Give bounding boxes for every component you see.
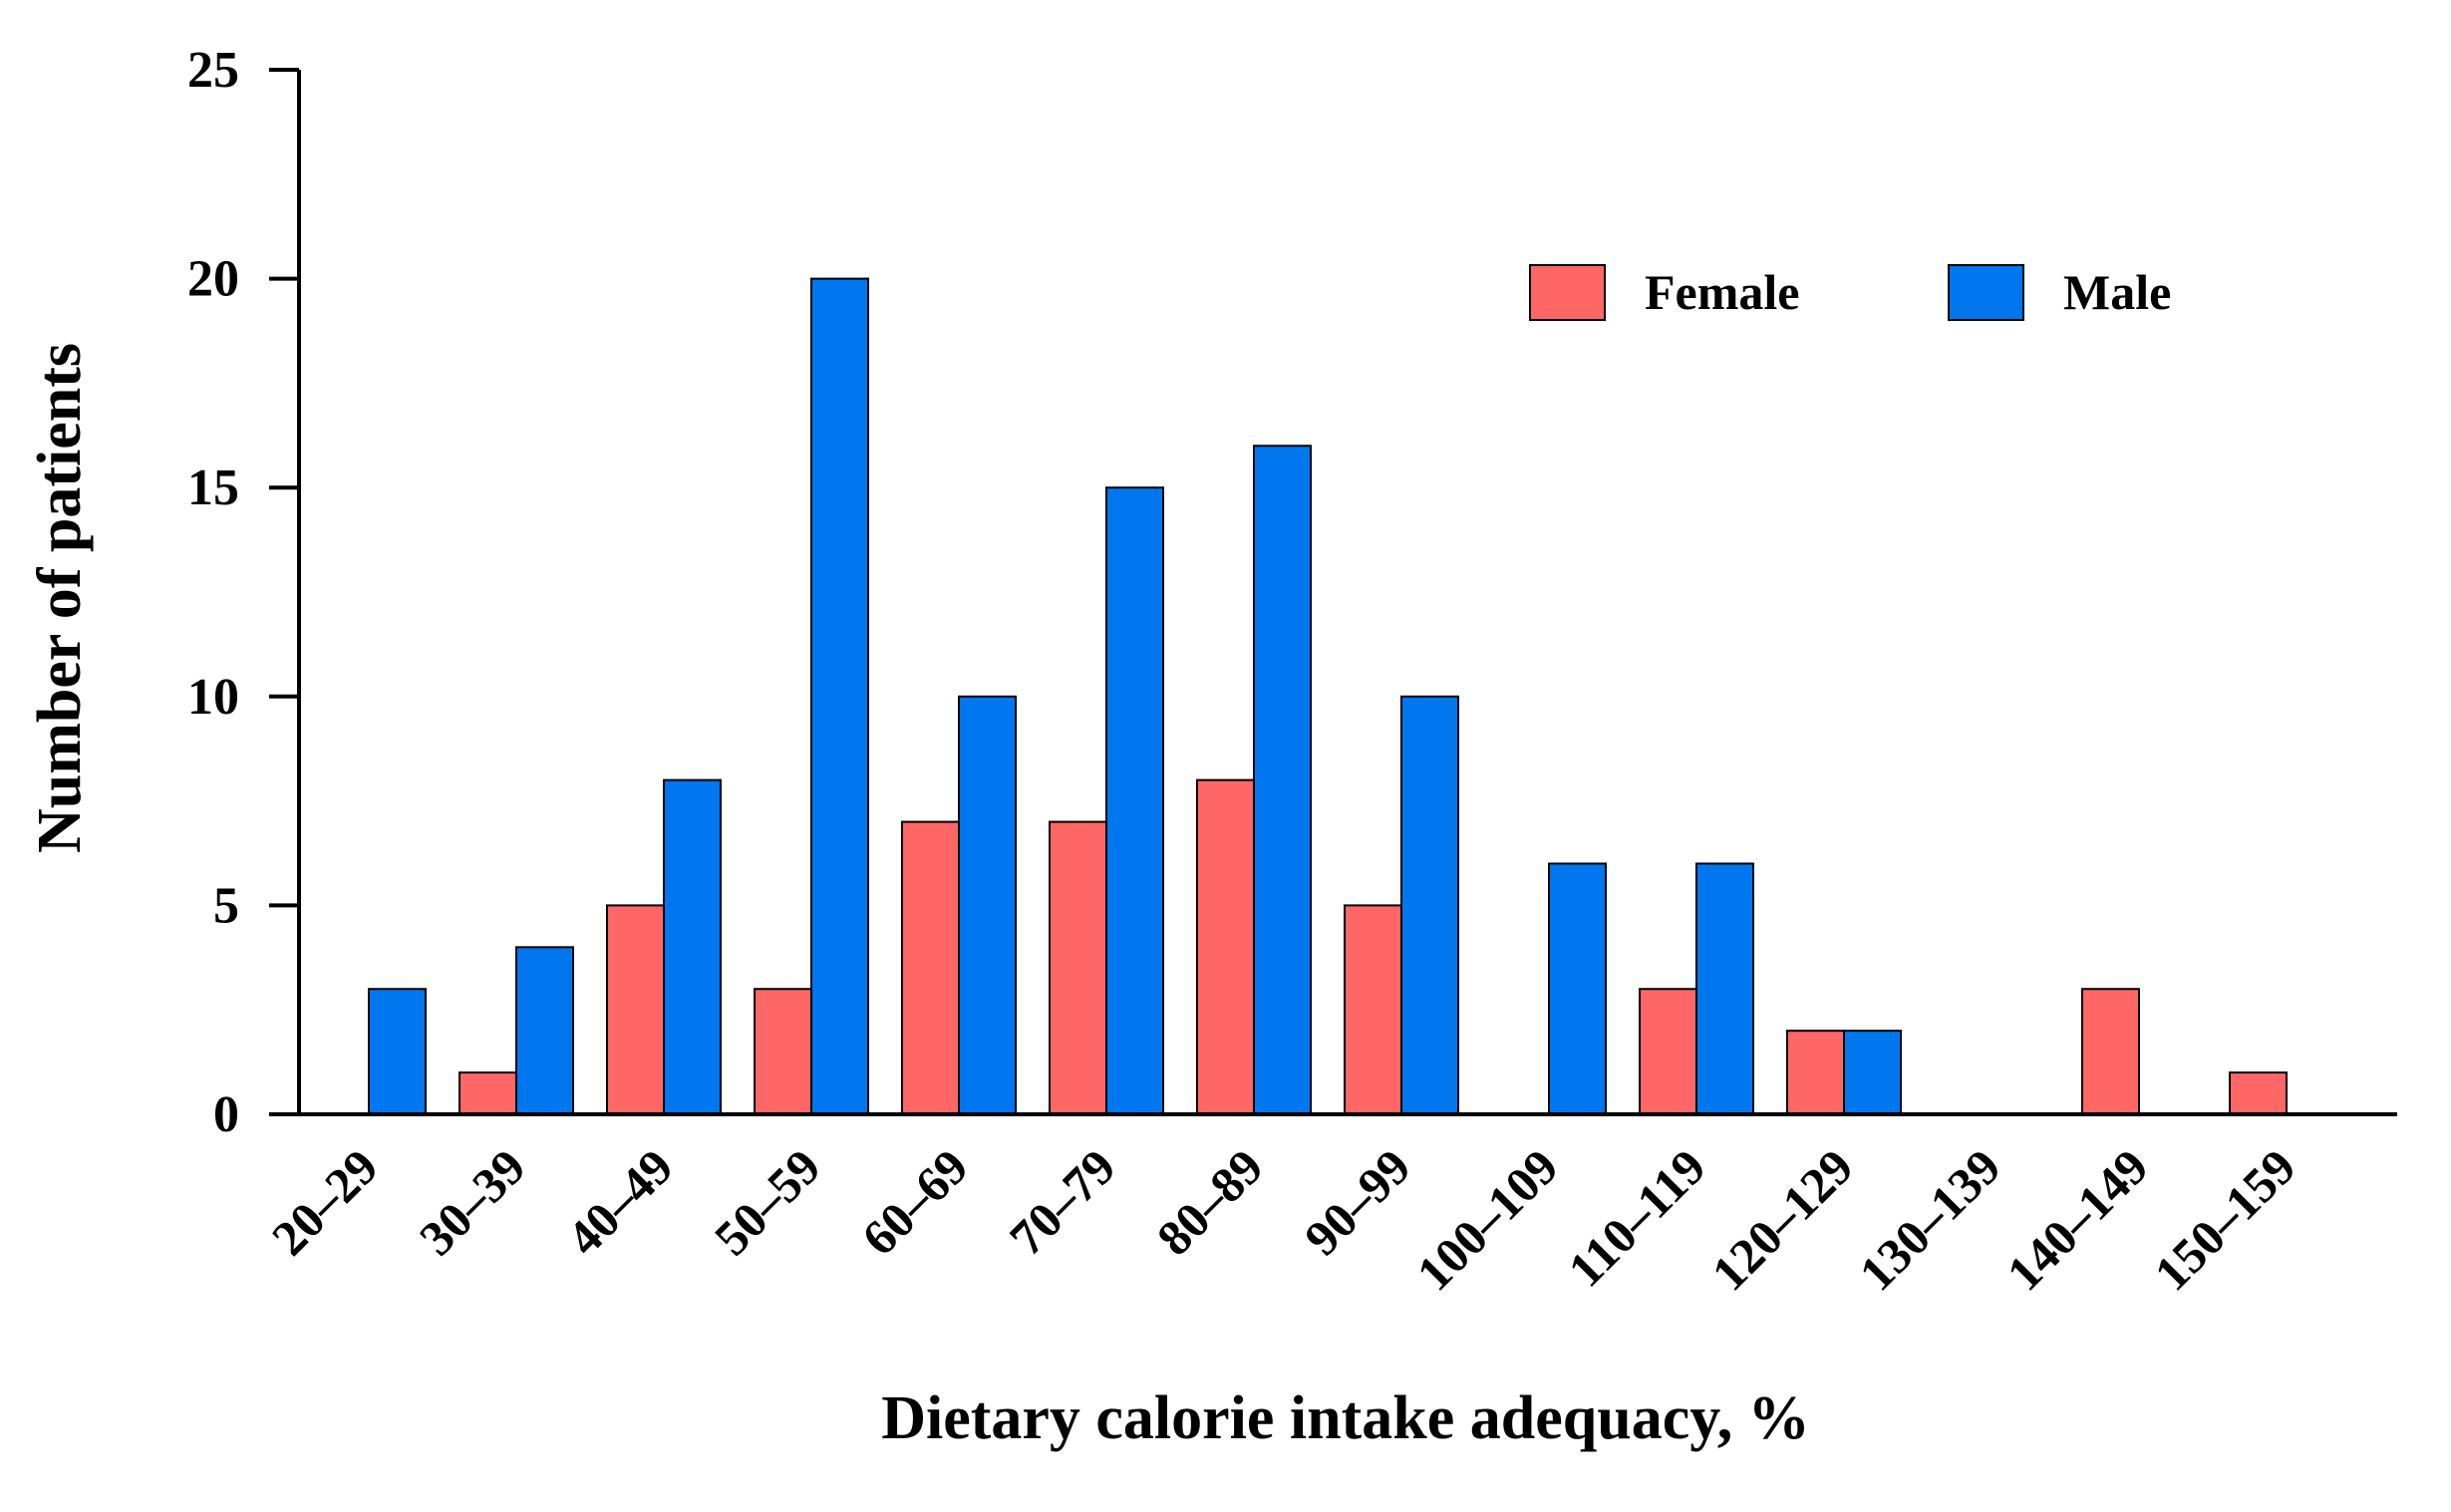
bar-male-2 xyxy=(663,778,722,1115)
x-tick-label-12: 140–149 xyxy=(1995,1138,2158,1301)
y-tick-label-2: 10 xyxy=(187,669,239,726)
x-tick-label-8: 100–109 xyxy=(1405,1138,1568,1301)
y-tick-label-3: 15 xyxy=(187,459,239,516)
bars-layer xyxy=(368,277,2288,1116)
bar-female-3 xyxy=(754,988,812,1115)
y-tick-label-4: 20 xyxy=(187,251,239,308)
bar-female-2 xyxy=(606,904,665,1116)
bar-male-5 xyxy=(1105,486,1164,1115)
bar-female-1 xyxy=(459,1071,517,1115)
x-tick-label-0: 20–29 xyxy=(261,1138,389,1266)
bar-male-10 xyxy=(1843,1030,1902,1116)
legend-swatch-female xyxy=(1529,264,1606,321)
legend-label-female: Female xyxy=(1645,264,1799,320)
x-tick-label-13: 150–159 xyxy=(2143,1138,2305,1301)
bar-male-8 xyxy=(1548,862,1607,1115)
x-tick-label-9: 110–119 xyxy=(1557,1138,1715,1297)
bar-male-9 xyxy=(1695,862,1754,1115)
x-tick-label-11: 130–139 xyxy=(1848,1138,2010,1301)
bar-male-1 xyxy=(515,946,574,1115)
x-tick-layer: 20–29 30–39 40–49 50–59 60–69 70–79 80–89 90–99… xyxy=(261,1138,2306,1301)
bar-female-9 xyxy=(1639,988,1697,1115)
x-tick-label-5: 70–79 xyxy=(999,1138,1126,1266)
x-tick-label-3: 50–59 xyxy=(704,1138,831,1266)
bar-male-7 xyxy=(1400,695,1459,1115)
x-tick-label-1: 30–39 xyxy=(409,1138,536,1266)
bar-female-7 xyxy=(1344,904,1402,1116)
bar-female-13 xyxy=(2229,1071,2288,1115)
legend-swatch-male xyxy=(1948,264,2024,321)
legend-label-male: Male xyxy=(2063,264,2171,320)
x-tick-label-7: 90–99 xyxy=(1294,1138,1421,1266)
bar-female-6 xyxy=(1196,778,1255,1115)
y-axis-label: Number of patients xyxy=(26,343,94,853)
bar-male-6 xyxy=(1253,445,1312,1115)
y-tick-label-0: 0 xyxy=(213,1086,239,1143)
axes-layer xyxy=(269,70,2397,1116)
y-tick-label-5: 25 xyxy=(187,42,239,99)
legend: Female Male xyxy=(1529,264,2171,321)
bar-male-3 xyxy=(810,277,869,1116)
bar-male-4 xyxy=(958,695,1017,1115)
x-tick-label-2: 40–49 xyxy=(556,1138,684,1266)
y-tick-label-1: 5 xyxy=(213,877,239,934)
bar-female-5 xyxy=(1049,820,1107,1115)
x-tick-label-10: 120–129 xyxy=(1700,1138,1863,1301)
bar-female-12 xyxy=(2081,988,2140,1115)
y-tick-layer: 0 5 10 15 20 25 xyxy=(187,42,299,1143)
bar-female-4 xyxy=(901,820,960,1115)
x-axis-label: Dietary calorie intake adequacy, % xyxy=(881,1384,1810,1452)
x-tick-label-6: 80–89 xyxy=(1146,1138,1274,1266)
bar-male-0 xyxy=(368,988,427,1115)
bar-female-10 xyxy=(1786,1030,1845,1116)
x-tick-label-4: 60–69 xyxy=(851,1138,979,1266)
